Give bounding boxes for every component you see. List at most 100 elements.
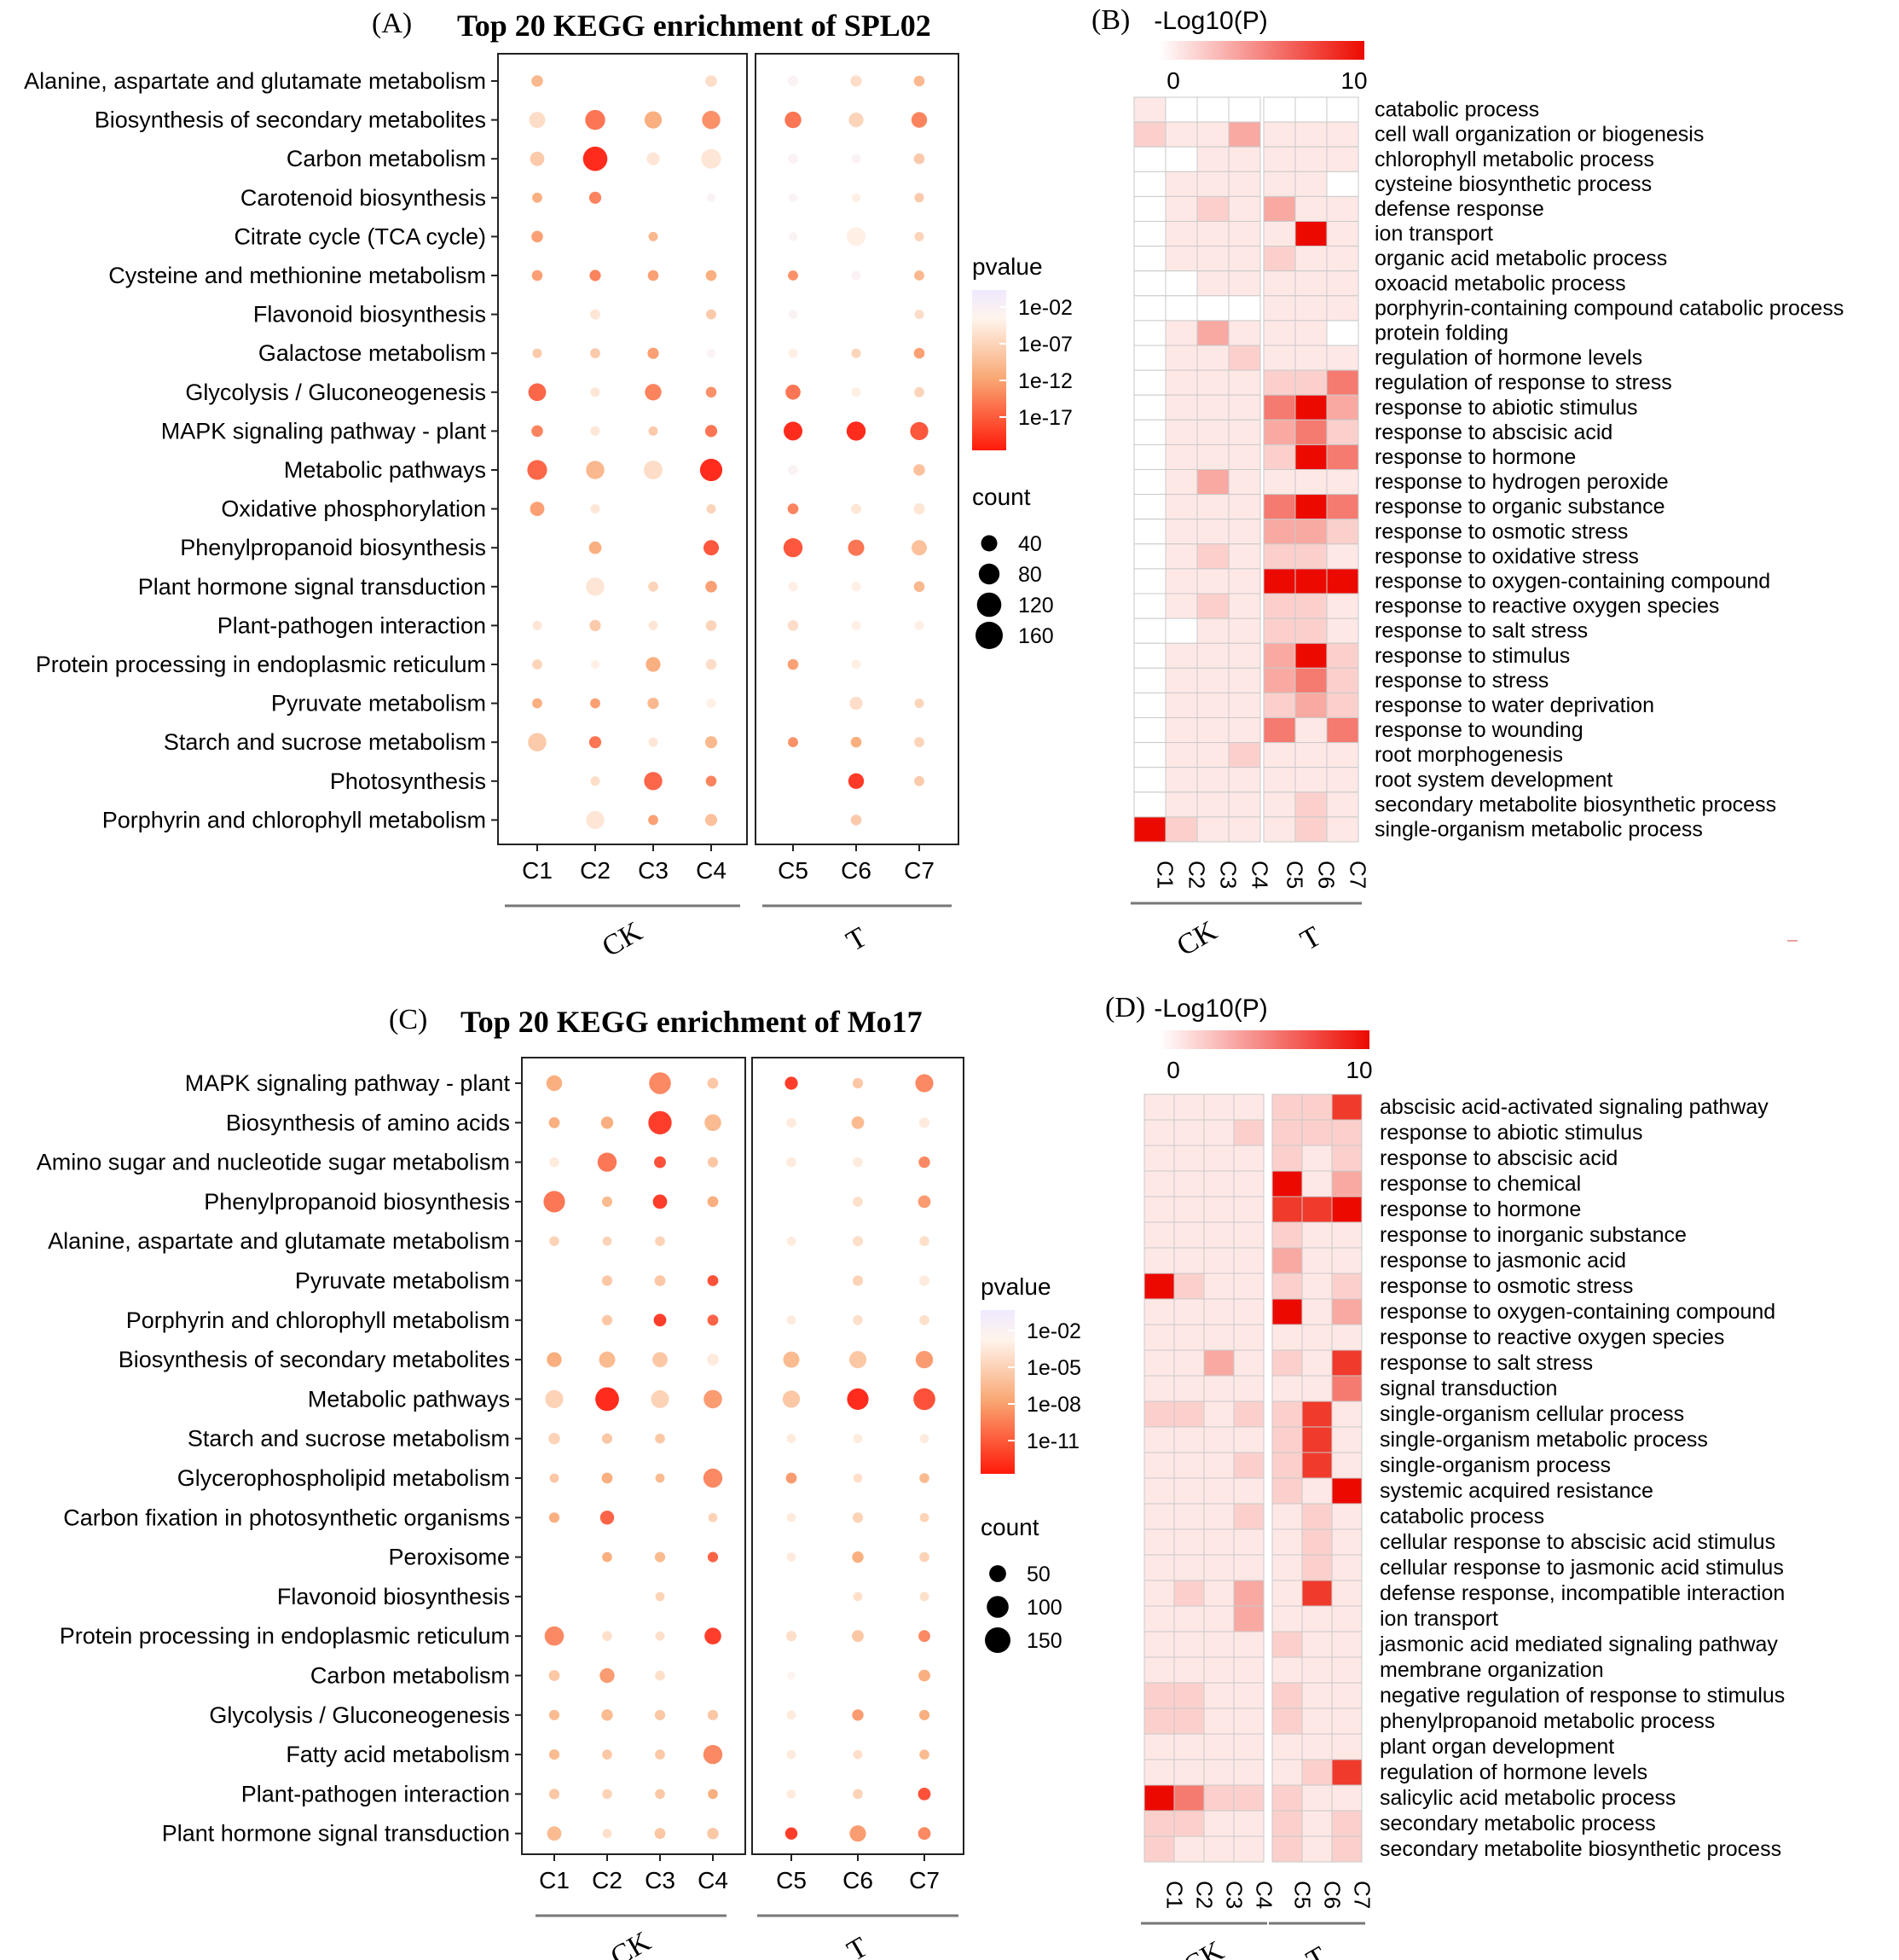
t-facet-frame (751, 1057, 964, 1855)
dot-point (851, 270, 861, 281)
heat-cell (1294, 642, 1328, 669)
dot-point (851, 387, 861, 397)
y-tick-label: Protein processing in endoplasmic reticu… (60, 1623, 510, 1649)
heat-cell (1301, 1375, 1333, 1402)
dot-point (852, 1077, 864, 1089)
dot-point (786, 1236, 796, 1246)
dot-point (707, 1077, 719, 1089)
heat-cell (1326, 667, 1359, 693)
heat-cell (1271, 1273, 1303, 1300)
y-tick-label: MAPK signaling pathway - plant (161, 418, 487, 444)
dot-point (851, 348, 861, 358)
row-label: porphyrin-containing compound catabolic … (1375, 296, 1844, 320)
dot-point (704, 1627, 721, 1644)
y-tick-label: Porphyrin and chlorophyll metabolism (102, 807, 486, 832)
heat-cell (1233, 1503, 1265, 1530)
row-label: protein folding (1375, 321, 1508, 345)
dot-point (787, 658, 799, 670)
y-tick-label: MAPK signaling pathway - plant (185, 1070, 511, 1096)
y-tick-label: Glycolysis / Gluconeogenesis (185, 380, 486, 405)
panel-C: (C) Top 20 KEGG enrichment of Mo17 MAPK si… (37, 1004, 1081, 1960)
heat-cell (1326, 419, 1359, 445)
dot-point (919, 1512, 929, 1522)
dot-point (853, 1592, 863, 1602)
heat-cell (1173, 1247, 1205, 1274)
dot-point (648, 1110, 672, 1135)
dot-point (853, 1749, 863, 1760)
dot-point (705, 386, 717, 398)
dot-point (590, 504, 600, 514)
dot-point (705, 270, 717, 281)
heat-cell (1301, 1733, 1333, 1760)
heat-cell (1326, 519, 1359, 545)
dot-point (914, 310, 924, 320)
dot-point (911, 112, 928, 128)
heat-cell (1263, 667, 1296, 693)
heat-cell (1203, 1426, 1235, 1453)
heat-cell (1196, 593, 1230, 619)
column-label: C7 (1346, 861, 1371, 889)
row-label: secondary metabolic process (1380, 1812, 1656, 1835)
dot-point (654, 1551, 666, 1563)
y-tick-label: Plant-pathogen interaction (241, 1781, 510, 1806)
heat-cell (1228, 444, 1261, 471)
chart-title: Top 20 KEGG enrichment of Mo17 (460, 1005, 923, 1039)
heat-cell (1271, 1784, 1303, 1812)
heat-cell (1233, 1426, 1265, 1453)
dot-point (644, 772, 663, 791)
dot-point (850, 736, 862, 748)
dot-point (788, 310, 798, 320)
row-label: root system development (1375, 768, 1612, 792)
heat-cell (1271, 1682, 1303, 1709)
heat-cell (1294, 121, 1328, 148)
heat-cell (1233, 1835, 1265, 1863)
heat-cell (1165, 792, 1198, 818)
dot-point (915, 1350, 934, 1369)
dot-point (918, 1195, 931, 1209)
heat-cell (1133, 618, 1167, 644)
heat-cell (1173, 1273, 1205, 1300)
row-label: defense response, incompatible interacti… (1380, 1581, 1785, 1605)
row-label: single-organism metabolic process (1375, 817, 1703, 841)
dot-point (588, 191, 602, 204)
heat-cell (1331, 1298, 1363, 1325)
dot-point (787, 503, 799, 514)
colorbar-tick-label: 1e-02 (1018, 296, 1073, 320)
heat-cell (1271, 1247, 1303, 1274)
colorbar-tick-label: 1e-12 (1018, 369, 1073, 393)
heat-cell (1228, 96, 1261, 123)
dot-point (654, 1275, 666, 1286)
heat-cell (1326, 494, 1359, 520)
row-label: salicylic acid metabolic process (1380, 1786, 1676, 1810)
heat-cell (1263, 469, 1296, 496)
heat-cell (1271, 1605, 1303, 1632)
dot-point (589, 270, 601, 281)
dot-point (602, 1829, 612, 1839)
heat-cell (1165, 717, 1198, 744)
y-tick-label: Protein processing in endoplasmic reticu… (36, 652, 486, 677)
heat-cell (1263, 767, 1296, 793)
heat-cell (1165, 96, 1198, 123)
row-label: organic acid metabolic process (1375, 246, 1667, 270)
row-label: response to hormone (1380, 1197, 1581, 1221)
dot-point (548, 1749, 560, 1760)
heat-cell (1143, 1528, 1175, 1556)
heat-cell (1228, 146, 1261, 172)
heat-cell (1301, 1273, 1333, 1300)
heat-cell (1165, 742, 1198, 768)
row-label: secondary metabolite biosynthetic proces… (1380, 1837, 1781, 1861)
heat-cell (1301, 1298, 1333, 1325)
dot-point (704, 736, 718, 749)
heat-cell (1294, 195, 1328, 222)
heat-cell (1326, 195, 1359, 222)
y-tick-label: Alanine, aspartate and glutamate metabol… (24, 68, 486, 94)
ck-facet-frame (497, 53, 748, 845)
heat-cell (1301, 1477, 1333, 1505)
dot-point (786, 1749, 796, 1760)
colorbar-tick-label: 1e-08 (1027, 1393, 1081, 1417)
heat-cell (1173, 1503, 1205, 1530)
heat-cell (1165, 419, 1198, 445)
heat-cell (1326, 295, 1359, 322)
heat-cell (1326, 444, 1359, 471)
heat-cell (1133, 792, 1167, 818)
